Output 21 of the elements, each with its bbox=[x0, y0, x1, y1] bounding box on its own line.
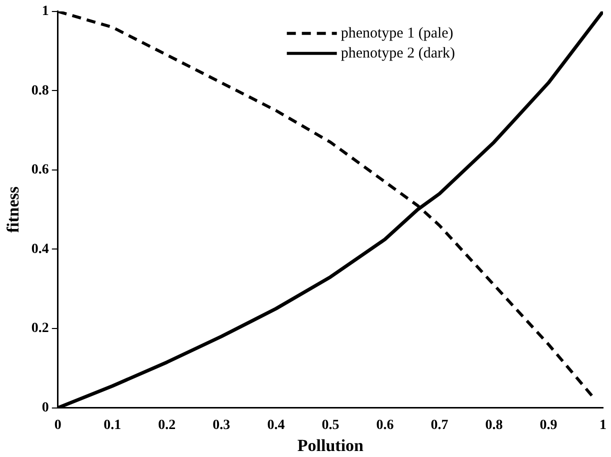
x-tick-label: 0.4 bbox=[267, 418, 285, 433]
y-tick-label: 0.4 bbox=[31, 242, 49, 257]
x-tick-label: 0.6 bbox=[376, 418, 394, 433]
x-tick-label: 0.7 bbox=[430, 418, 448, 433]
x-tick-label: 0 bbox=[54, 418, 62, 433]
x-tick-label: 0.1 bbox=[104, 418, 122, 433]
x-tick-label: 0.2 bbox=[158, 418, 176, 433]
y-tick-label: 0.8 bbox=[31, 83, 49, 98]
y-axis-title: fitness bbox=[4, 186, 23, 233]
x-axis-title: Pollution bbox=[297, 436, 364, 456]
x-tick-label: 0.3 bbox=[212, 418, 230, 433]
x-tick-label: 0.8 bbox=[485, 418, 503, 433]
y-tick-label: 0.2 bbox=[31, 321, 49, 336]
x-tick-label: 1 bbox=[600, 418, 606, 433]
legend-label: phenotype 1 (pale) bbox=[340, 25, 454, 42]
x-tick-label: 0.5 bbox=[322, 418, 340, 433]
legend-label: phenotype 2 (dark) bbox=[340, 45, 455, 62]
y-tick-label: 0 bbox=[42, 400, 49, 416]
y-tick-label: 0.6 bbox=[31, 162, 49, 178]
x-tick-label: 0.9 bbox=[540, 418, 558, 433]
y-tick-label: 1 bbox=[42, 4, 49, 20]
